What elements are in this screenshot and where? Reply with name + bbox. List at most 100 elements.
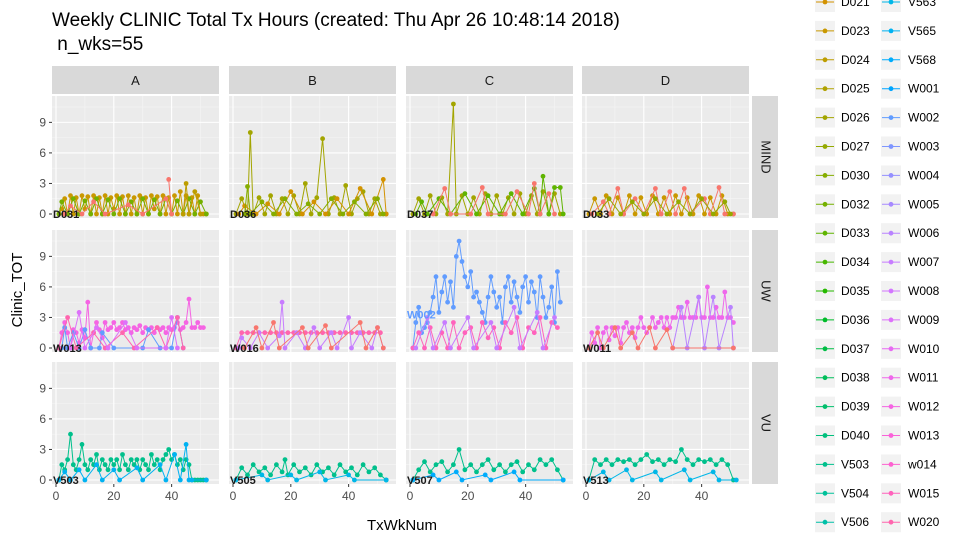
data-point — [451, 101, 456, 107]
legend-key-point — [888, 57, 894, 63]
data-point — [471, 345, 476, 351]
data-point — [192, 189, 198, 195]
legend-label: W002 — [908, 111, 940, 125]
data-point — [73, 345, 79, 351]
legend: D021 D023 D024 D025 D026 D027 D030 D032 D033 D034… — [815, 0, 940, 533]
data-point — [247, 345, 253, 351]
data-point — [427, 193, 433, 199]
data-point — [531, 181, 537, 186]
data-point — [82, 345, 88, 351]
data-point — [679, 447, 684, 452]
data-point — [497, 294, 502, 300]
data-point — [311, 199, 317, 205]
data-point — [456, 238, 462, 244]
data-point — [647, 325, 652, 330]
data-point — [68, 193, 73, 199]
data-point — [79, 211, 85, 217]
series-line-w011 — [415, 305, 555, 350]
data-point — [117, 477, 122, 483]
data-point — [471, 195, 476, 201]
data-point — [201, 325, 206, 330]
data-point — [346, 315, 351, 320]
data-point — [606, 477, 612, 483]
data-point — [134, 327, 140, 333]
data-point — [166, 447, 172, 452]
data-point — [180, 211, 186, 217]
legend-key-point — [822, 346, 828, 352]
data-point — [62, 469, 68, 475]
row-strip-label: MIND — [759, 140, 774, 173]
data-point — [91, 199, 96, 205]
data-point — [456, 345, 462, 351]
data-point — [180, 345, 186, 351]
data-point — [511, 211, 517, 217]
data-point — [725, 462, 731, 468]
data-point — [276, 345, 282, 351]
legend-key-point — [822, 0, 828, 5]
data-point — [99, 330, 105, 336]
legend-item-d038: D038 — [815, 367, 870, 388]
data-point — [632, 211, 638, 217]
legend-item-w006: W006 — [881, 223, 940, 244]
data-point — [448, 211, 453, 217]
legend-key-point — [822, 259, 828, 265]
legend-label: W005 — [908, 197, 940, 211]
data-point — [357, 330, 363, 336]
legend-label: w014 — [907, 457, 937, 471]
data-point — [134, 211, 140, 217]
legend-key-point — [822, 115, 828, 120]
legend-key-point — [888, 317, 894, 323]
data-point — [65, 330, 70, 336]
data-point — [624, 467, 629, 473]
data-point — [79, 193, 85, 199]
data-point — [137, 193, 143, 199]
legend-label: W011 — [908, 371, 939, 385]
data-point — [719, 315, 725, 320]
row-strip-mind — [752, 96, 778, 218]
y-axis-title: Clinic_TOT — [9, 253, 26, 328]
series-line-v568 — [412, 471, 564, 481]
data-point — [163, 345, 169, 351]
data-point — [189, 477, 195, 483]
data-point — [363, 345, 369, 351]
data-point — [702, 459, 707, 465]
legend-label: V503 — [841, 457, 869, 471]
legend-key-point — [888, 462, 894, 467]
legend-label: D026 — [841, 111, 870, 125]
data-point — [378, 472, 383, 478]
data-point — [661, 462, 667, 468]
data-point — [68, 203, 73, 209]
data-point — [154, 325, 160, 330]
legend-item-d026: D026 — [815, 107, 870, 128]
data-point — [485, 294, 491, 300]
data-point — [534, 310, 540, 315]
data-point — [459, 259, 465, 264]
data-point — [482, 472, 488, 478]
data-point — [681, 467, 687, 473]
legend-key-point — [822, 201, 828, 207]
data-point — [494, 193, 500, 199]
data-point — [667, 189, 673, 195]
legend-label: W015 — [908, 486, 940, 500]
data-point — [474, 211, 479, 217]
legend-item-w013: W013 — [881, 425, 940, 446]
data-point — [728, 304, 733, 310]
data-point — [123, 320, 128, 325]
data-point — [606, 337, 612, 343]
data-point — [468, 269, 474, 274]
data-point — [644, 452, 650, 457]
data-point — [160, 325, 166, 330]
data-point — [308, 211, 314, 217]
data-point — [154, 194, 160, 200]
legend-label: D027 — [841, 140, 870, 154]
data-point — [716, 477, 722, 483]
legend-label: V506 — [841, 515, 869, 529]
data-point — [451, 320, 456, 325]
data-point — [546, 211, 552, 217]
data-point — [728, 315, 733, 320]
data-point — [433, 462, 439, 468]
data-point — [627, 193, 632, 199]
row-strip-label: VU — [759, 414, 774, 432]
data-point — [236, 345, 242, 351]
